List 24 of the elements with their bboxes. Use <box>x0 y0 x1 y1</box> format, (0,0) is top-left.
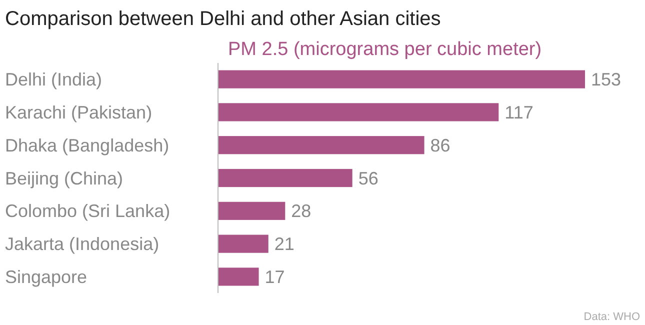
bar <box>218 168 352 188</box>
bar <box>218 202 286 220</box>
y-tick-label: Beijing (China) <box>5 168 124 188</box>
data-label: 117 <box>504 102 534 122</box>
x-axis-title: PM 2.5 (micrograms per cubic meter) <box>228 39 542 60</box>
chart-title: Comparison between Delhi and other Asian cities <box>5 8 441 30</box>
y-tick-label: Singapore <box>5 267 88 288</box>
data-label: 153 <box>591 70 622 90</box>
data-label: 21 <box>274 234 294 254</box>
data-label: 56 <box>358 168 378 188</box>
y-tick-label: Karachi (Pakistan) <box>5 102 152 122</box>
text: Data: WHO <box>584 311 640 323</box>
bar <box>218 234 268 253</box>
data-label: 28 <box>291 201 312 222</box>
bar <box>218 103 499 122</box>
data-label: 86 <box>430 135 450 156</box>
y-tick-label: Colombo (Sri Lanka) <box>5 201 170 222</box>
bar <box>218 268 259 286</box>
y-tick-label: Dhaka (Bangladesh) <box>5 135 170 156</box>
bar <box>218 136 424 154</box>
bar <box>218 70 585 88</box>
y-tick-label: Delhi (India) <box>5 70 102 90</box>
y-tick-label: Jakarta (Indonesia) <box>5 234 160 254</box>
data-label: 17 <box>264 267 285 288</box>
